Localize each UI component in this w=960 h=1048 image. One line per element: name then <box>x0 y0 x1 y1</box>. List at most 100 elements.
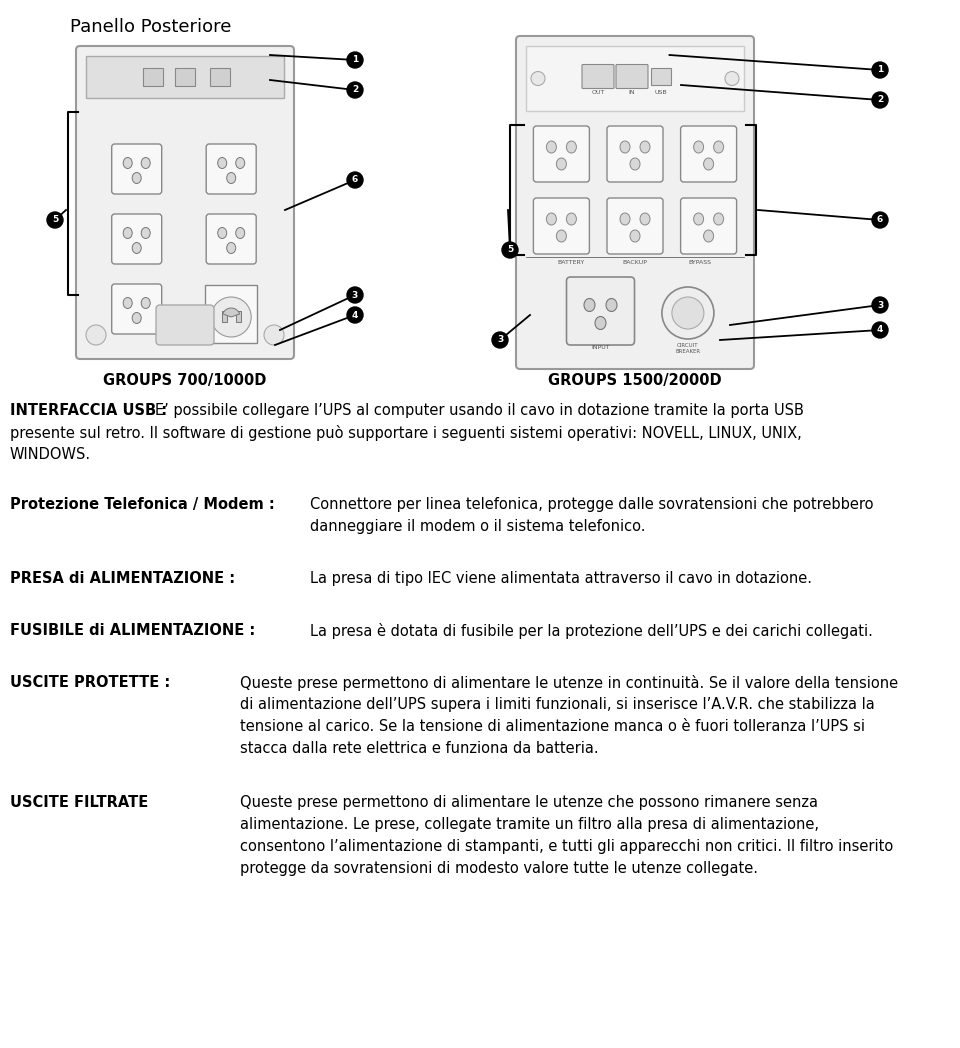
Circle shape <box>347 82 363 99</box>
Circle shape <box>661 287 714 339</box>
Ellipse shape <box>640 213 650 225</box>
FancyBboxPatch shape <box>156 305 214 345</box>
Text: Queste prese permettono di alimentare le utenze in continuità. Se il valore dell: Queste prese permettono di alimentare le… <box>240 675 899 691</box>
FancyBboxPatch shape <box>681 126 736 182</box>
Ellipse shape <box>141 227 150 239</box>
Circle shape <box>502 242 518 258</box>
Text: La presa di tipo IEC viene alimentata attraverso il cavo in dotazione.: La presa di tipo IEC viene alimentata at… <box>310 571 812 586</box>
Text: consentono l’alimentazione di stampanti, e tutti gli apparecchi non critici. Il : consentono l’alimentazione di stampanti,… <box>240 839 893 854</box>
Text: protegge da sovratensioni di modesto valore tutte le utenze collegate.: protegge da sovratensioni di modesto val… <box>240 861 758 876</box>
Ellipse shape <box>123 157 132 169</box>
Bar <box>205 285 257 343</box>
Text: WINDOWS.: WINDOWS. <box>10 447 91 462</box>
FancyBboxPatch shape <box>206 144 256 194</box>
Text: alimentazione. Le prese, collegate tramite un filtro alla presa di alimentazione: alimentazione. Le prese, collegate trami… <box>240 817 819 832</box>
Ellipse shape <box>218 157 227 169</box>
FancyBboxPatch shape <box>681 198 736 254</box>
Circle shape <box>347 52 363 68</box>
Bar <box>175 68 195 86</box>
Text: PRESA di ALIMENTAZIONE :: PRESA di ALIMENTAZIONE : <box>10 571 235 586</box>
Text: 2: 2 <box>876 95 883 105</box>
Ellipse shape <box>132 312 141 324</box>
Circle shape <box>872 297 888 313</box>
Text: 5: 5 <box>507 245 514 255</box>
Bar <box>526 46 744 111</box>
Text: 3: 3 <box>876 301 883 309</box>
Text: 5: 5 <box>52 216 59 224</box>
Wedge shape <box>223 308 240 316</box>
Ellipse shape <box>713 141 724 153</box>
Text: 3: 3 <box>497 335 503 345</box>
FancyBboxPatch shape <box>516 36 754 369</box>
Text: CIRCUIT
BREAKER: CIRCUIT BREAKER <box>675 343 701 354</box>
Ellipse shape <box>557 158 566 170</box>
Text: Queste prese permettono di alimentare le utenze che possono rimanere senza: Queste prese permettono di alimentare le… <box>240 795 818 810</box>
Text: BATTERY: BATTERY <box>557 260 585 265</box>
Ellipse shape <box>630 158 640 170</box>
Circle shape <box>725 71 739 86</box>
FancyBboxPatch shape <box>111 214 161 264</box>
Bar <box>236 311 241 322</box>
Circle shape <box>531 71 545 86</box>
Ellipse shape <box>704 158 713 170</box>
Bar <box>210 68 230 86</box>
Circle shape <box>86 325 106 345</box>
Bar <box>222 311 227 322</box>
Circle shape <box>347 307 363 323</box>
Text: BACKUP: BACKUP <box>623 260 647 265</box>
FancyBboxPatch shape <box>111 284 161 334</box>
Ellipse shape <box>227 242 236 254</box>
Text: OUT: OUT <box>591 90 605 95</box>
Ellipse shape <box>640 141 650 153</box>
Text: tensione al carico. Se la tensione di alimentazione manca o è fuori tolleranza l: tensione al carico. Se la tensione di al… <box>240 719 865 734</box>
Ellipse shape <box>566 213 576 225</box>
Text: di alimentazione dell’UPS supera i limiti funzionali, si inserisce l’A.V.R. che : di alimentazione dell’UPS supera i limit… <box>240 697 875 712</box>
Ellipse shape <box>123 227 132 239</box>
Ellipse shape <box>546 213 557 225</box>
Ellipse shape <box>693 213 704 225</box>
Text: Protezione Telefonica / Modem :: Protezione Telefonica / Modem : <box>10 497 275 512</box>
Ellipse shape <box>236 227 245 239</box>
Ellipse shape <box>132 173 141 183</box>
Bar <box>651 67 671 85</box>
Bar <box>143 68 163 86</box>
Circle shape <box>872 322 888 339</box>
Circle shape <box>872 62 888 78</box>
Ellipse shape <box>557 230 566 242</box>
Circle shape <box>47 212 63 228</box>
FancyBboxPatch shape <box>76 46 294 359</box>
FancyBboxPatch shape <box>111 144 161 194</box>
Ellipse shape <box>227 173 236 183</box>
FancyBboxPatch shape <box>616 65 648 88</box>
Text: Connettore per linea telefonica, protegge dalle sovratensioni che potrebbero: Connettore per linea telefonica, protegg… <box>310 497 874 512</box>
Ellipse shape <box>620 141 630 153</box>
Text: INPUT: INPUT <box>591 345 610 350</box>
Text: GROUPS 1500/2000D: GROUPS 1500/2000D <box>548 373 722 388</box>
Ellipse shape <box>584 299 595 311</box>
Ellipse shape <box>123 298 132 308</box>
Ellipse shape <box>546 141 557 153</box>
FancyBboxPatch shape <box>534 198 589 254</box>
Bar <box>86 56 284 99</box>
FancyBboxPatch shape <box>206 214 256 264</box>
FancyBboxPatch shape <box>607 198 663 254</box>
Text: Panello Posteriore: Panello Posteriore <box>70 18 231 36</box>
Ellipse shape <box>236 157 245 169</box>
Text: 1: 1 <box>876 65 883 74</box>
Text: USCITE PROTETTE :: USCITE PROTETTE : <box>10 675 170 690</box>
FancyBboxPatch shape <box>566 277 635 345</box>
Text: 3: 3 <box>352 290 358 300</box>
Text: 2: 2 <box>352 86 358 94</box>
Text: stacca dalla rete elettrica e funziona da batteria.: stacca dalla rete elettrica e funziona d… <box>240 741 599 756</box>
Text: 1: 1 <box>352 56 358 65</box>
Text: GROUPS 700/1000D: GROUPS 700/1000D <box>104 373 267 388</box>
Ellipse shape <box>630 230 640 242</box>
Text: USCITE FILTRATE: USCITE FILTRATE <box>10 795 148 810</box>
Circle shape <box>347 172 363 188</box>
FancyBboxPatch shape <box>607 126 663 182</box>
Ellipse shape <box>141 298 150 308</box>
Circle shape <box>492 332 508 348</box>
Ellipse shape <box>218 227 227 239</box>
Text: INTERFACCIA USB :: INTERFACCIA USB : <box>10 403 167 418</box>
Circle shape <box>347 287 363 303</box>
